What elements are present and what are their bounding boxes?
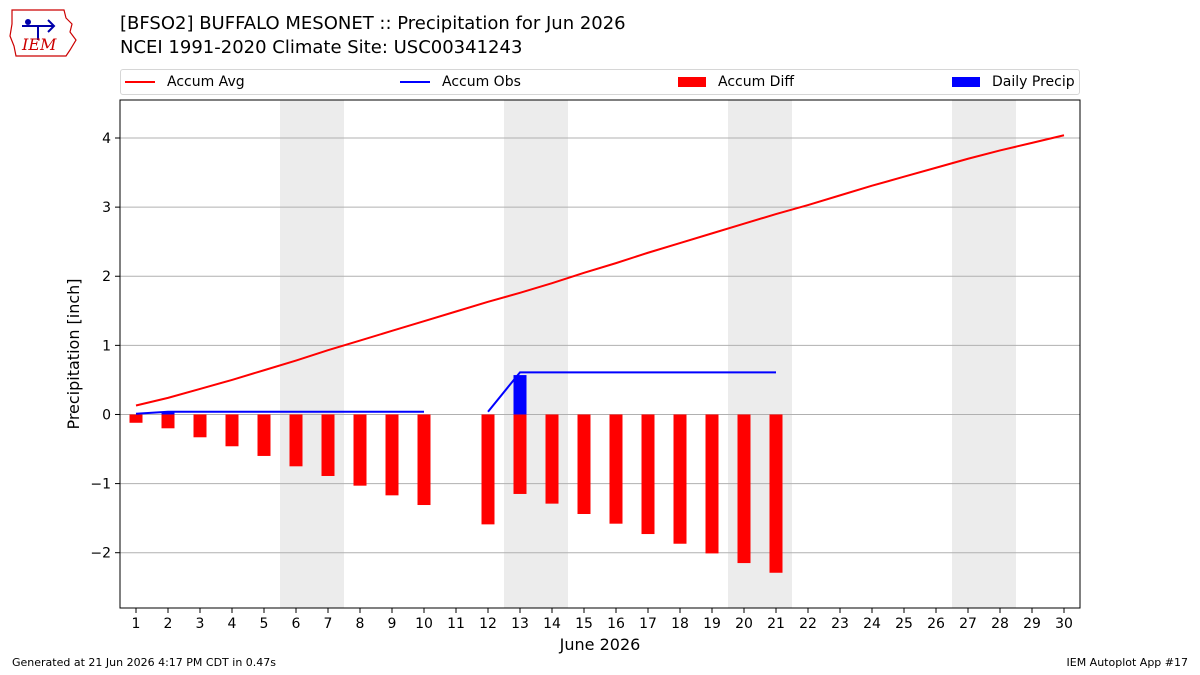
x-tick-label: 11 <box>447 616 465 632</box>
legend-swatch-daily-precip <box>952 77 980 87</box>
x-tick-label: 18 <box>671 616 689 632</box>
x-tick-label: 1 <box>132 616 141 632</box>
weather-vane-icon <box>22 19 56 40</box>
legend-swatch-accum-obs <box>400 81 430 83</box>
x-tick-label: 23 <box>831 616 849 632</box>
daily-precip-bar <box>161 412 175 415</box>
x-tick-label: 16 <box>607 616 625 632</box>
accum-diff-bar <box>769 414 783 573</box>
accum-diff-bar <box>737 414 751 564</box>
legend-label-accum-diff: Accum Diff <box>718 74 795 90</box>
x-tick-label: 24 <box>863 616 881 632</box>
footer-generated: Generated at 21 Jun 2026 4:17 PM CDT in … <box>12 656 277 669</box>
accum-diff-bar <box>481 414 495 525</box>
legend-item-accum-diff: Accum Diff <box>678 70 794 94</box>
weekend-band <box>952 100 984 608</box>
x-tick-label: 15 <box>575 616 593 632</box>
accum-diff-bar <box>577 414 591 515</box>
chart-subtitle: NCEI 1991-2020 Climate Site: USC00341243 <box>120 37 523 58</box>
accum-diff-bar <box>225 414 239 447</box>
y-tick-label: 1 <box>102 338 111 354</box>
x-tick-label: 27 <box>959 616 977 632</box>
x-tick-label: 4 <box>228 616 237 632</box>
x-tick-label: 2 <box>164 616 173 632</box>
accum-diff-bar <box>513 414 527 494</box>
accum-diff-bar <box>609 414 623 524</box>
iem-logo: IEM <box>9 9 77 57</box>
accum-diff-bar <box>385 414 399 496</box>
accum-avg-line <box>135 134 1065 407</box>
legend-item-daily-precip: Daily Precip <box>952 70 1075 94</box>
x-tick-label: 28 <box>991 616 1009 632</box>
plot-frame <box>119 99 1081 609</box>
legend-swatch-accum-avg <box>125 81 155 83</box>
accum-obs-line <box>135 410 424 415</box>
y-tick-label: −2 <box>90 546 111 562</box>
y-tick-label: 4 <box>102 131 111 147</box>
weekend-band <box>536 100 568 608</box>
accum-diff-bar <box>161 414 175 429</box>
x-tick-label: 13 <box>511 616 529 632</box>
accum-obs-line <box>487 371 776 413</box>
legend-label-accum-obs: Accum Obs <box>442 74 521 90</box>
x-tick-label: 7 <box>324 616 333 632</box>
x-tick-label: 10 <box>415 616 433 632</box>
y-tick-label: −1 <box>90 477 111 493</box>
x-tick-label: 12 <box>479 616 497 632</box>
chart-title: [BFSO2] BUFFALO MESONET :: Precipitation… <box>120 13 626 34</box>
accum-diff-bar <box>705 414 719 554</box>
legend-swatch-accum-diff <box>678 77 706 87</box>
legend-label-daily-precip: Daily Precip <box>992 74 1075 90</box>
accum-diff-bar <box>289 414 303 467</box>
y-tick-label: 0 <box>102 407 111 423</box>
x-tick-label: 8 <box>356 616 365 632</box>
x-tick-label: 22 <box>799 616 817 632</box>
legend-item-accum-avg: Accum Avg <box>125 70 245 94</box>
accum-diff-bar <box>545 414 559 504</box>
x-tick-label: 3 <box>196 616 205 632</box>
y-tick-label: 2 <box>102 269 111 285</box>
x-tick-label: 9 <box>388 616 397 632</box>
accum-diff-bar <box>193 414 207 438</box>
daily-precip-bar <box>513 375 527 415</box>
accum-diff-bar <box>257 414 271 456</box>
x-tick-label: 19 <box>703 616 721 632</box>
legend-label-accum-avg: Accum Avg <box>167 74 245 90</box>
footer-app: IEM Autoplot App #17 <box>1066 656 1189 669</box>
accum-diff-bar <box>641 414 655 535</box>
legend-item-accum-obs: Accum Obs <box>400 70 521 94</box>
x-tick-label: 29 <box>1023 616 1041 632</box>
x-tick-label: 17 <box>639 616 657 632</box>
y-tick-label: 3 <box>102 200 111 216</box>
chart-legend: Accum Avg Accum Obs Accum Diff Daily Pre… <box>120 69 1080 95</box>
y-axis-label: Precipitation [inch] <box>64 278 83 429</box>
x-axis-label: June 2026 <box>559 635 641 654</box>
x-tick-label: 20 <box>735 616 753 632</box>
x-tick-label: 5 <box>260 616 269 632</box>
x-tick-label: 30 <box>1055 616 1073 632</box>
accum-diff-bar <box>417 414 431 506</box>
accum-diff-bar <box>129 414 143 423</box>
weekend-band <box>504 100 536 608</box>
weekend-band <box>280 100 312 608</box>
x-tick-label: 26 <box>927 616 945 632</box>
logo-text: IEM <box>21 35 57 54</box>
accum-diff-bar <box>353 414 367 486</box>
x-tick-label: 21 <box>767 616 785 632</box>
x-tick-label: 14 <box>543 616 561 632</box>
accum-diff-bar <box>321 414 335 476</box>
x-tick-label: 25 <box>895 616 913 632</box>
accum-diff-bar <box>673 414 687 544</box>
weekend-band <box>984 100 1016 608</box>
x-tick-label: 6 <box>292 616 301 632</box>
